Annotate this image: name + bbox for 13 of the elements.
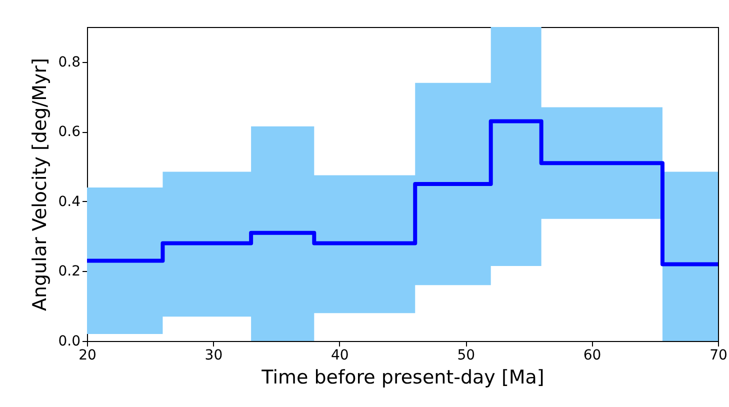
y-tick-label: 0.4 bbox=[58, 194, 81, 210]
y-tick-label: 0.8 bbox=[58, 54, 80, 70]
x-axis-title: Time before present-day [Ma] bbox=[260, 366, 544, 388]
y-tick-label: 0.2 bbox=[58, 264, 80, 280]
x-tick-label: 40 bbox=[330, 348, 349, 364]
y-tick-label: 0.6 bbox=[58, 124, 81, 140]
y-axis-title: Angular Velocity [deg/Myr] bbox=[29, 58, 52, 311]
x-tick-label: 70 bbox=[710, 348, 728, 364]
x-tick-label: 30 bbox=[204, 348, 223, 364]
x-tick-label: 20 bbox=[78, 348, 96, 364]
x-tick-label: 60 bbox=[583, 348, 602, 364]
x-tick-label: 50 bbox=[457, 348, 476, 364]
y-tick-label: 0.0 bbox=[58, 334, 80, 350]
